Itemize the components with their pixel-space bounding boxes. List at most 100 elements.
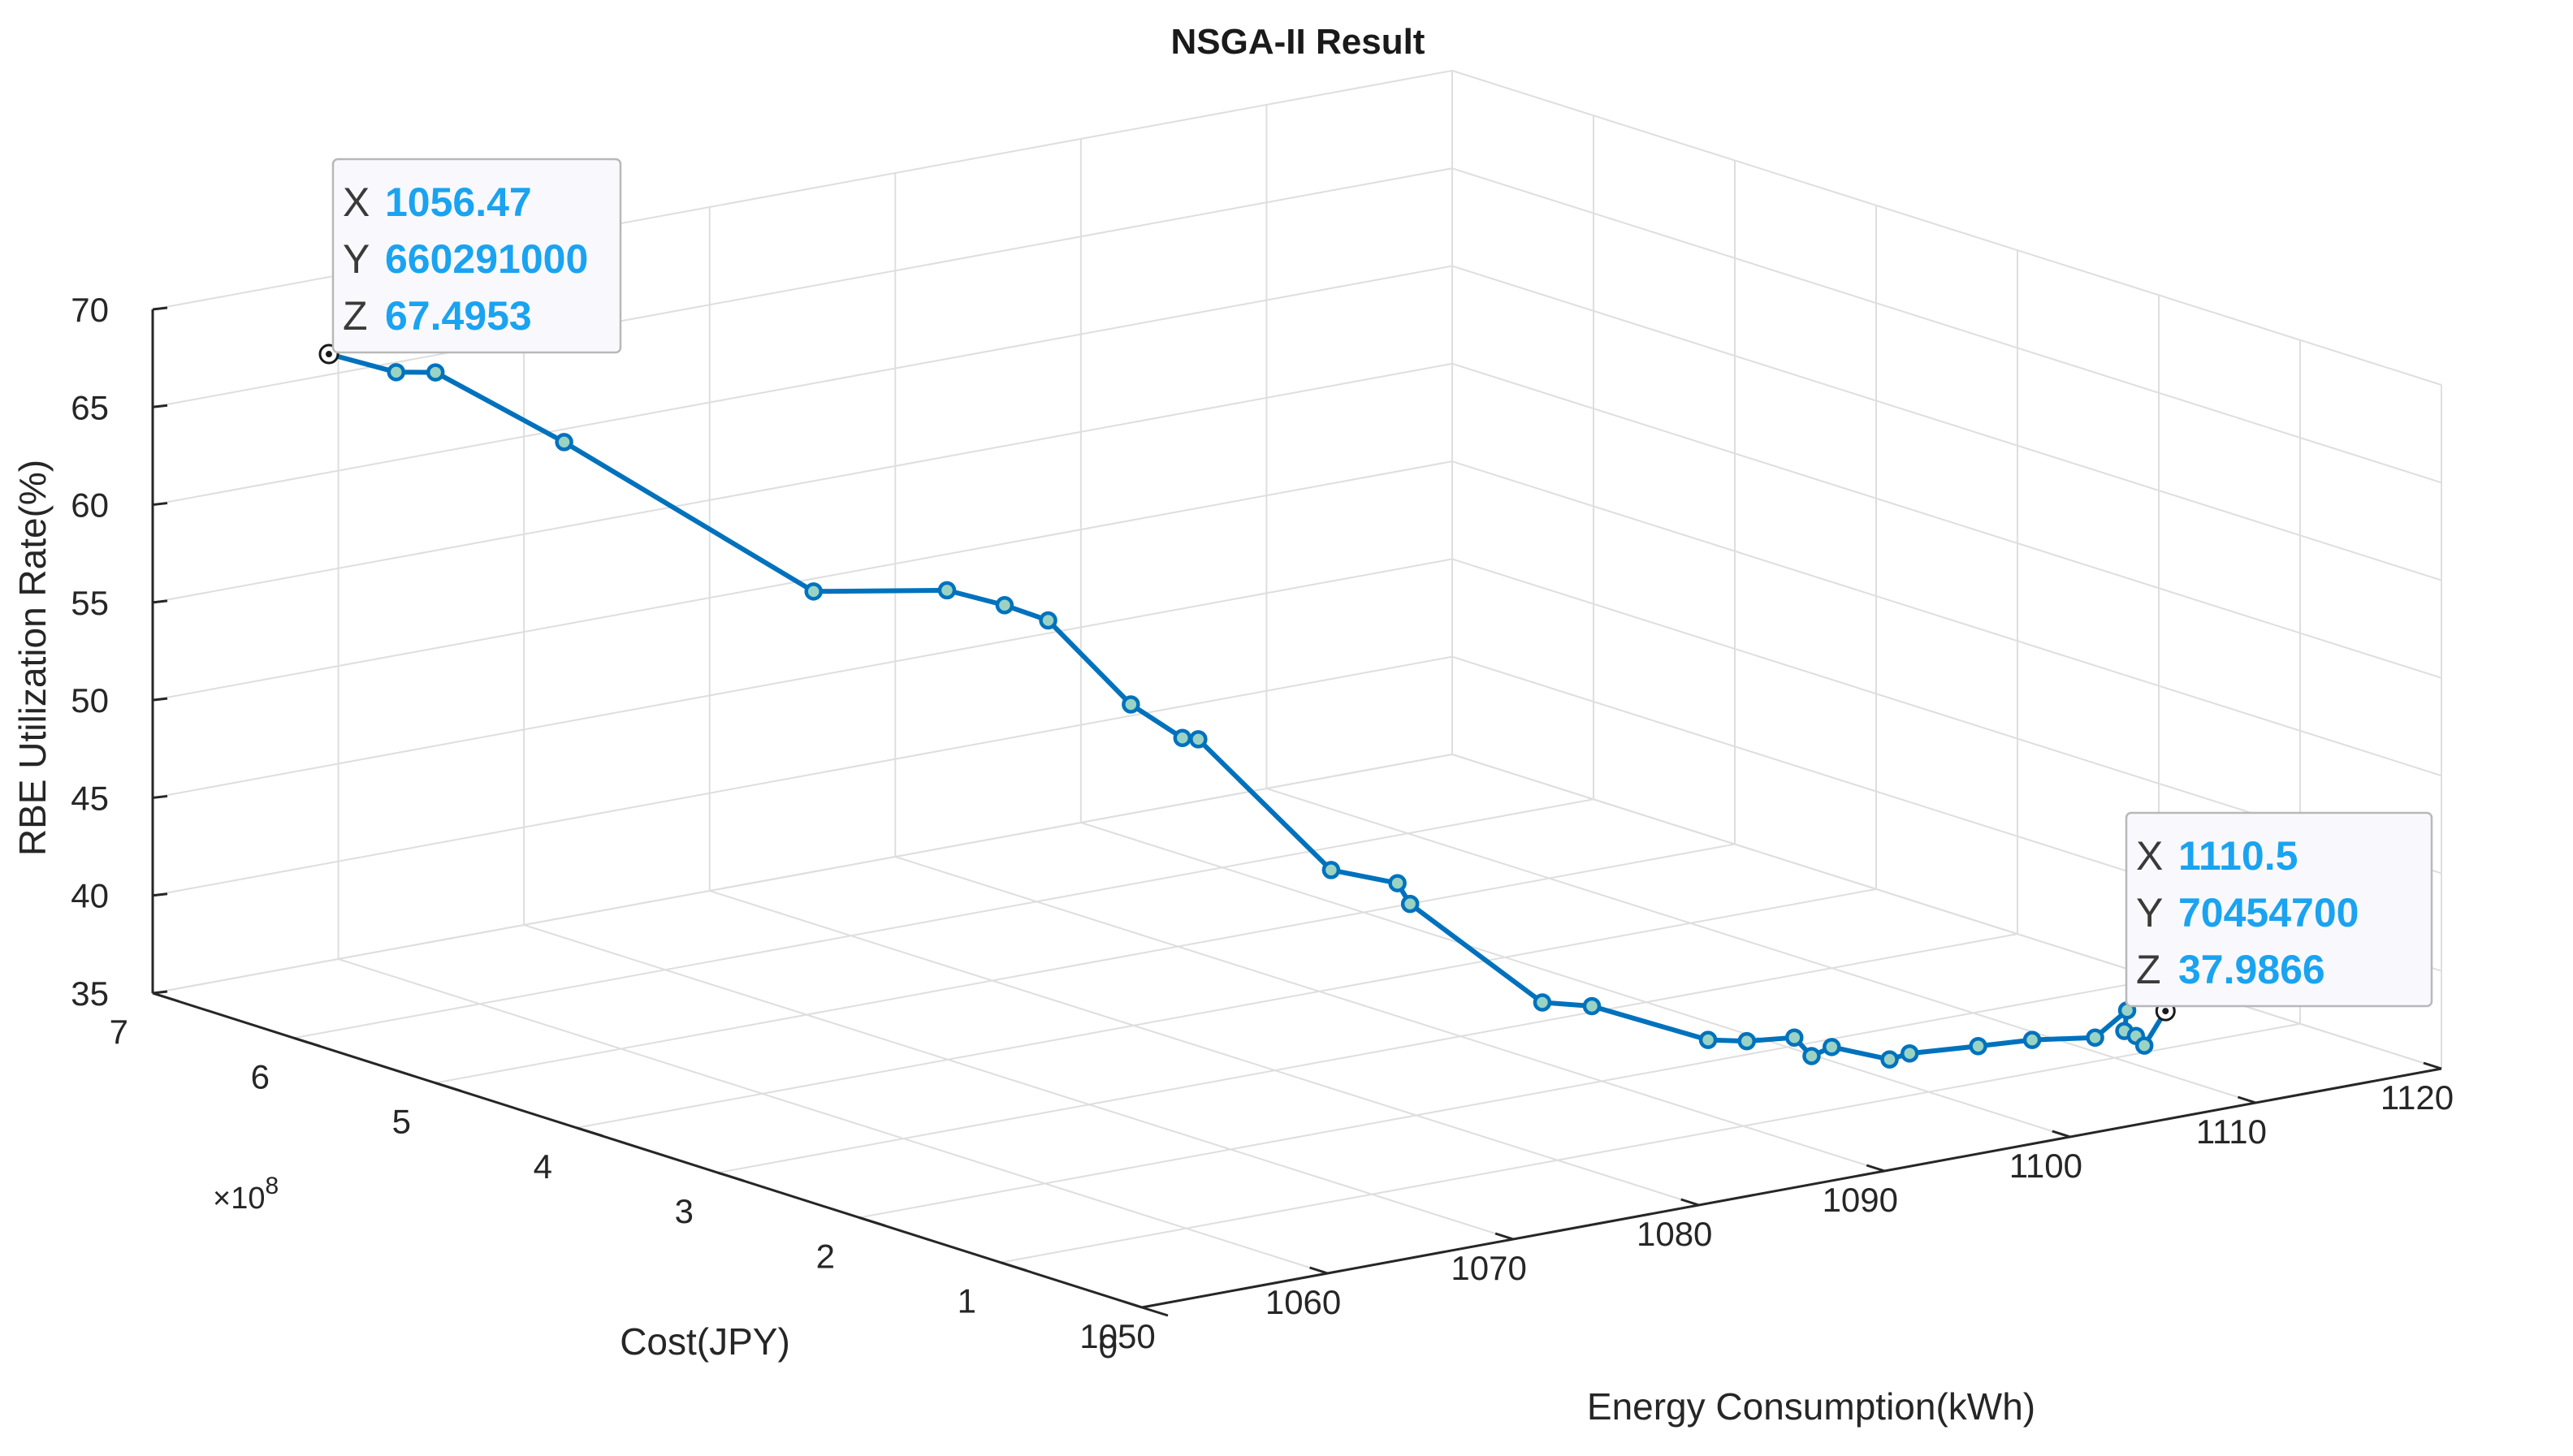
data-point[interactable] bbox=[1969, 1037, 1987, 1056]
axis-labels: Energy Consumption(kWh) Cost(JPY) RBE Util… bbox=[11, 460, 2035, 1428]
y-tick-mark bbox=[858, 1216, 886, 1227]
data-point[interactable] bbox=[1039, 611, 1057, 630]
grid-line-back-z bbox=[152, 460, 1453, 702]
y-tick-label: 1 bbox=[958, 1282, 976, 1320]
y-tick-label: 5 bbox=[392, 1103, 411, 1141]
data-tip-value: 67.4953 bbox=[385, 293, 532, 339]
data-point[interactable] bbox=[555, 433, 573, 451]
grid-line-back-z bbox=[152, 558, 1453, 799]
data-point[interactable] bbox=[2134, 1036, 2154, 1055]
y-tick-mark bbox=[1000, 1261, 1027, 1272]
y-tick-mark bbox=[1141, 1306, 1169, 1317]
x-tick-mark bbox=[2423, 1061, 2442, 1070]
data-point[interactable] bbox=[2022, 1030, 2042, 1049]
grid-line-floor-x bbox=[894, 856, 1885, 1172]
z-tick-mark bbox=[152, 404, 168, 408]
grid-line-side-z bbox=[1451, 167, 2442, 484]
z-tick-mark bbox=[152, 990, 168, 995]
y-tick-label: 3 bbox=[675, 1192, 694, 1230]
data-point[interactable] bbox=[387, 363, 406, 382]
x-tick-mark bbox=[1309, 1266, 1329, 1275]
data-point[interactable] bbox=[1785, 1028, 1804, 1047]
grid-line-side-z bbox=[1451, 460, 2442, 777]
data-point[interactable] bbox=[1533, 993, 1552, 1012]
z-tick-mark bbox=[152, 892, 168, 897]
y-tick-label: 4 bbox=[534, 1147, 552, 1186]
x-tick-mark bbox=[1866, 1164, 1885, 1173]
data-point[interactable] bbox=[937, 581, 957, 600]
data-tip[interactable]: X 1056.47 Y 660291000 Z 67.4953 bbox=[318, 158, 622, 365]
z-tick-label: 35 bbox=[71, 974, 109, 1013]
data-point[interactable] bbox=[1698, 1030, 1718, 1049]
data-point[interactable] bbox=[1802, 1047, 1821, 1065]
grid-line-floor-y bbox=[293, 798, 1594, 1039]
y-tick-mark bbox=[293, 1036, 321, 1048]
x-tick-label: 1100 bbox=[2009, 1147, 2082, 1185]
data-point[interactable] bbox=[1388, 874, 1407, 892]
z-tick-label: 70 bbox=[71, 291, 109, 329]
data-tip-key: Y bbox=[2136, 890, 2163, 935]
data-tip-key: X bbox=[343, 179, 370, 225]
x-tick-mark bbox=[2052, 1130, 2071, 1138]
x-axis-line bbox=[1141, 1067, 2442, 1309]
data-point[interactable] bbox=[1173, 728, 1192, 747]
grid-line-floor-y bbox=[858, 978, 2160, 1219]
z-tick-mark bbox=[152, 794, 168, 799]
data-point[interactable] bbox=[1189, 730, 1208, 749]
data-tip-box bbox=[331, 158, 622, 354]
z-tick-label: 45 bbox=[71, 779, 109, 817]
grid-line-side-z bbox=[1451, 265, 2442, 581]
data-point[interactable] bbox=[1122, 695, 1140, 714]
data-tip-key: Y bbox=[343, 236, 370, 282]
y-tick-label: 2 bbox=[816, 1237, 835, 1275]
y-tick-mark bbox=[717, 1171, 745, 1182]
series-line[interactable] bbox=[328, 352, 2168, 1062]
data-series[interactable] bbox=[319, 344, 2175, 1069]
data-tip-box bbox=[2125, 811, 2433, 1008]
data-point[interactable] bbox=[804, 582, 823, 601]
grid-line-back-z bbox=[152, 754, 1453, 994]
x-tick-label: 1110 bbox=[2196, 1113, 2267, 1151]
data-tip-value: 660291000 bbox=[385, 236, 588, 282]
x-tick-label: 1070 bbox=[1451, 1249, 1526, 1287]
data-point[interactable] bbox=[1400, 894, 1420, 914]
grid-line-floor-x bbox=[1266, 788, 2256, 1104]
z-tick-mark bbox=[152, 502, 168, 507]
data-tip-value: 37.9866 bbox=[2178, 947, 2325, 992]
grid-line-back-z bbox=[152, 362, 1453, 603]
grid-line-floor-x bbox=[709, 890, 1700, 1206]
data-point[interactable] bbox=[1321, 861, 1341, 879]
x-tick-mark bbox=[1494, 1232, 1514, 1241]
data-point[interactable] bbox=[1737, 1031, 1756, 1051]
data-point[interactable] bbox=[2086, 1028, 2104, 1047]
data-point[interactable] bbox=[426, 363, 445, 382]
x-tick-label: 1060 bbox=[1265, 1283, 1341, 1321]
y-tick-mark bbox=[152, 992, 179, 1003]
y-tick-label: 7 bbox=[110, 1013, 128, 1051]
grid-lines bbox=[152, 70, 2442, 1308]
data-tips[interactable]: X 1056.47 Y 660291000 Z 67.4953 X 1110.5 Y 704547… bbox=[318, 158, 2433, 1022]
z-tick-mark bbox=[152, 306, 168, 311]
grid-line-back-z bbox=[152, 655, 1453, 896]
x-tick-mark bbox=[1680, 1198, 1700, 1207]
data-point[interactable] bbox=[1880, 1050, 1899, 1069]
x-tick-label: 1090 bbox=[1823, 1181, 1898, 1219]
x-tick-mark bbox=[1123, 1300, 1143, 1309]
grid-line-floor-x bbox=[1080, 822, 2071, 1138]
z-tick-mark bbox=[152, 599, 168, 604]
y-exponent-label: ×108 bbox=[213, 1173, 279, 1216]
data-tip-key: Z bbox=[343, 293, 368, 339]
axes bbox=[151, 306, 2442, 1317]
data-point[interactable] bbox=[995, 596, 1014, 615]
data-tip-value: 1056.47 bbox=[385, 179, 532, 225]
z-tick-label: 55 bbox=[71, 584, 109, 622]
data-point[interactable] bbox=[1582, 996, 1602, 1016]
y-axis-label: Cost(JPY) bbox=[620, 1320, 790, 1363]
y-exponent-power: 8 bbox=[265, 1173, 279, 1199]
data-tip[interactable]: X 1110.5 Y 70454700 Z 37.9866 bbox=[2125, 811, 2433, 1022]
data-point[interactable] bbox=[1900, 1043, 1919, 1063]
x-axis-label: Energy Consumption(kWh) bbox=[1587, 1385, 2035, 1428]
data-point[interactable] bbox=[1823, 1038, 1841, 1056]
